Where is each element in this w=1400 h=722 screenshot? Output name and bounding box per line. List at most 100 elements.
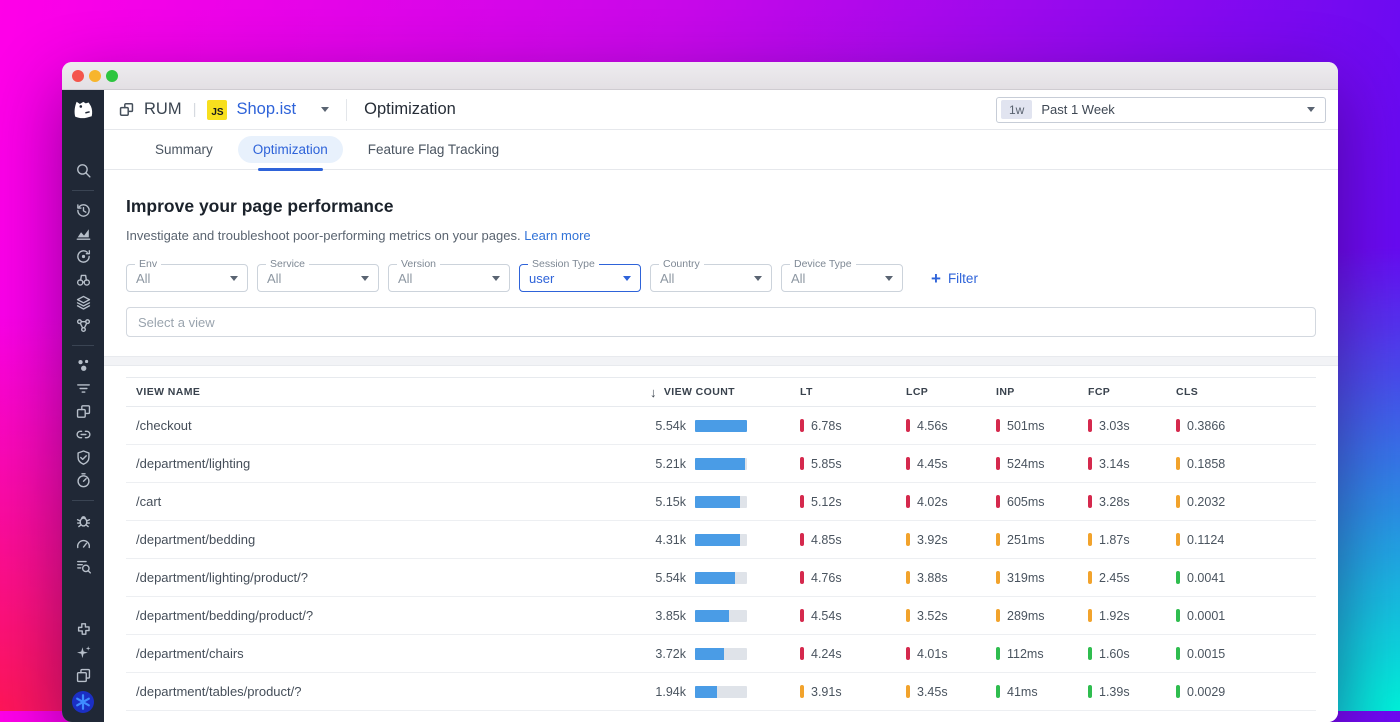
filter-label: Country <box>659 258 704 270</box>
lt-metric-cell: 4.76s <box>790 571 896 585</box>
product-label: RUM <box>144 100 182 118</box>
log-explorer-icon[interactable] <box>75 558 92 575</box>
column-header-view-name[interactable]: VIEW NAME <box>136 386 201 398</box>
datadog-logo-icon[interactable] <box>70 95 97 122</box>
filter-select-device-type[interactable]: Device Type All <box>781 258 903 292</box>
table-row[interactable]: /department/lighting 5.21k 5.85s 4.45s 524ms… <box>126 445 1316 483</box>
application-name[interactable]: Shop.ist <box>236 100 297 118</box>
metric-value: 319ms <box>1007 570 1045 585</box>
table-row[interactable]: /department/lighting/product/? 5.54k 4.76s… <box>126 559 1316 597</box>
column-header-fcp[interactable]: FCP <box>1088 386 1111 398</box>
column-header-view-count[interactable]: ↓ VIEW COUNT <box>650 384 735 400</box>
fcp-metric-cell: 1.92s <box>1078 609 1166 623</box>
filter-select-session-type[interactable]: Session Type user <box>519 258 641 292</box>
watchdog-icon[interactable] <box>75 271 92 288</box>
metric-value: 1.60s <box>1099 646 1130 661</box>
views-table: VIEW NAME ↓ VIEW COUNT LT LCP INP FCP CL… <box>126 377 1316 711</box>
status-indicator-red <box>800 609 804 622</box>
table-row[interactable]: /department/bedding 4.31k 4.85s 3.92s 251ms 1… <box>126 521 1316 559</box>
view-name-cell: /department/tables/product/? <box>136 684 302 699</box>
chevron-down-icon <box>492 275 500 281</box>
filter-select-service[interactable]: Service All <box>257 258 379 292</box>
column-header-lt[interactable]: LT <box>800 386 813 398</box>
search-icon[interactable] <box>75 162 92 179</box>
history-icon[interactable] <box>75 202 92 219</box>
ci-visibility-icon[interactable] <box>75 472 92 489</box>
synthetics-icon[interactable] <box>75 248 92 265</box>
apm-icon[interactable] <box>75 426 92 443</box>
table-row[interactable]: /cart 5.15k 5.12s 4.02s 605ms 3.28s 0.2032 <box>126 483 1316 521</box>
filter-select-env[interactable]: Env All <box>126 258 248 292</box>
security-icon[interactable] <box>75 449 92 466</box>
bits-ai-icon[interactable] <box>71 690 95 714</box>
infrastructure-icon[interactable] <box>75 357 92 374</box>
filter-value: All <box>398 270 413 286</box>
status-indicator-green <box>1088 685 1092 698</box>
filter-value: All <box>791 270 806 286</box>
rum-product-icon <box>118 101 135 118</box>
status-indicator-red <box>906 457 910 470</box>
js-app-badge: JS <box>207 99 228 120</box>
table-row[interactable]: /department/tables/product/? 1.94k 3.91s 3.… <box>126 673 1316 711</box>
status-indicator-red <box>800 495 804 508</box>
cls-metric-cell: 0.0015 <box>1166 647 1316 661</box>
rum-icon[interactable] <box>75 403 92 420</box>
view-search-input[interactable] <box>126 307 1316 337</box>
metrics-icon[interactable] <box>75 225 92 242</box>
column-header-lcp[interactable]: LCP <box>906 386 929 398</box>
tab-optimization[interactable]: Optimization <box>237 136 343 171</box>
status-indicator-orange <box>996 533 1000 546</box>
fcp-metric-cell: 1.39s <box>1078 685 1166 699</box>
table-row[interactable]: /department/bedding/product/? 3.85k 4.54s 3… <box>126 597 1316 635</box>
app-switcher-chevron-icon[interactable] <box>321 107 330 112</box>
add-filter-button[interactable]: + Filter <box>925 269 984 288</box>
metric-value: 0.2032 <box>1187 494 1226 509</box>
column-header-cls[interactable]: CLS <box>1176 386 1199 398</box>
lcp-metric-cell: 4.01s <box>896 647 986 661</box>
metric-value: 41ms <box>1007 684 1038 699</box>
window-titlebar <box>62 62 1338 90</box>
metric-value: 112ms <box>1007 646 1044 661</box>
view-name-cell: /cart <box>136 494 162 509</box>
close-window-button[interactable] <box>72 69 84 82</box>
tab-feature-flag-tracking[interactable]: Feature Flag Tracking <box>367 142 500 157</box>
processes-icon[interactable] <box>75 380 92 397</box>
error-tracking-icon[interactable] <box>75 512 92 529</box>
status-indicator-green <box>996 647 1000 660</box>
column-header-inp[interactable]: INP <box>996 386 1015 398</box>
metric-value: 3.91s <box>811 684 842 699</box>
view-name-cell: /department/bedding/product/? <box>136 608 314 623</box>
chevron-down-icon <box>754 275 762 281</box>
integrations-icon[interactable] <box>75 621 92 638</box>
quality-gates-icon[interactable] <box>75 535 92 552</box>
lcp-metric-cell: 3.45s <box>896 685 986 699</box>
lcp-metric-cell: 4.45s <box>896 457 986 471</box>
view-count-bar-fill <box>695 457 745 470</box>
optimization-content: Improve your page performance Investigat… <box>104 170 1338 722</box>
service-map-icon[interactable] <box>75 317 92 334</box>
minimize-window-button[interactable] <box>89 69 101 82</box>
time-range-chevron-icon <box>1307 107 1315 112</box>
inp-metric-cell: 319ms <box>986 571 1078 585</box>
sort-descending-icon: ↓ <box>650 384 657 400</box>
table-row[interactable]: /department/chairs 3.72k 4.24s 4.01s 112ms 1.… <box>126 635 1316 673</box>
filter-select-version[interactable]: Version All <box>388 258 510 292</box>
filter-label: Version <box>397 258 441 270</box>
tab-summary[interactable]: Summary <box>155 142 213 157</box>
chevron-down-icon <box>230 275 238 281</box>
zoom-window-button[interactable] <box>106 69 118 82</box>
time-range-picker[interactable]: 1w Past 1 Week <box>996 96 1326 123</box>
learn-more-link[interactable]: Learn more <box>524 228 591 243</box>
copilot-icon[interactable] <box>75 644 92 661</box>
filter-select-country[interactable]: Country All <box>650 258 772 292</box>
sidebar-divider <box>72 500 94 501</box>
filter-label: Env <box>135 258 162 270</box>
workflows-icon[interactable] <box>75 667 92 684</box>
metric-value: 3.88s <box>917 570 948 585</box>
metric-value: 0.0015 <box>1187 646 1226 661</box>
software-catalog-icon[interactable] <box>75 294 92 311</box>
status-indicator-red <box>1088 457 1092 470</box>
cls-metric-cell: 0.3866 <box>1166 419 1316 433</box>
status-indicator-orange <box>1088 571 1092 584</box>
table-row[interactable]: /checkout 5.54k 6.78s 4.56s 501ms 3.03s 0.3866 <box>126 407 1316 445</box>
